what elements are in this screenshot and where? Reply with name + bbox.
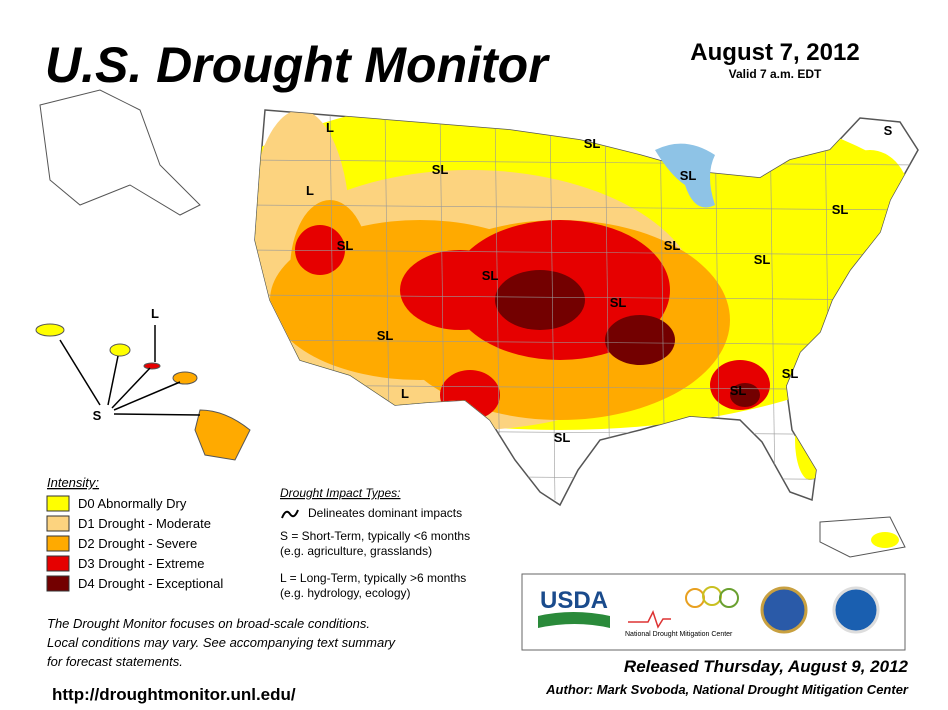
- impact-long: L = Long-Term, typically >6 months: [280, 571, 466, 585]
- legend-swatch: [46, 495, 70, 512]
- ndmc-logo: National Drought Mitigation Center: [625, 631, 733, 638]
- ndmc-trees: [685, 586, 739, 608]
- state-border: [255, 204, 918, 211]
- state-border: [255, 159, 918, 166]
- state-border: [549, 110, 556, 501]
- map-label: S: [884, 123, 893, 138]
- impact-title: Drought Impact Types:: [280, 486, 401, 500]
- date: August 7, 2012: [690, 39, 859, 66]
- author: Author: Mark Svoboda, National Drought M…: [545, 682, 909, 697]
- note-line: for forecast statements.: [47, 654, 183, 669]
- map-label: SL: [337, 238, 354, 253]
- map-label: SL: [482, 268, 499, 283]
- legend-label: D1 Drought - Moderate: [78, 516, 211, 531]
- title: U.S. Drought Monitor: [45, 37, 550, 93]
- note-line: The Drought Monitor focuses on broad-sca…: [47, 616, 370, 631]
- hawaii-island: [35, 323, 65, 337]
- legend-label: D2 Drought - Severe: [78, 536, 197, 551]
- alaska: [39, 89, 201, 216]
- hawaii-pointers: [59, 325, 201, 416]
- map-label: SL: [680, 168, 697, 183]
- map-label: SL: [664, 238, 681, 253]
- drought-area: [605, 315, 675, 365]
- state-border: [769, 110, 776, 501]
- map-label: L: [151, 306, 159, 321]
- url: http://droughtmonitor.unl.edu/: [52, 685, 296, 704]
- map-label: SL: [584, 136, 601, 151]
- usda-swoosh: [538, 612, 610, 628]
- legend-swatch: [46, 515, 70, 532]
- us-map: [35, 89, 919, 558]
- state-border: [604, 110, 611, 501]
- map-label: L: [326, 120, 334, 135]
- drought-area: [400, 250, 520, 330]
- impact-short: S = Short-Term, typically <6 months: [280, 529, 470, 543]
- legend-label: D0 Abnormally Dry: [78, 496, 187, 511]
- drought-areas: [255, 110, 918, 501]
- commerce-seal: [760, 586, 808, 634]
- map-label: SL: [377, 328, 394, 343]
- map-label: SL: [782, 366, 799, 381]
- map-label: S: [93, 408, 102, 423]
- puerto-rico-d0: [871, 532, 899, 548]
- state-border: [255, 294, 918, 301]
- hawaii-island: [109, 343, 131, 357]
- legend: D0 Abnormally Dry D1 Drought - Moderate D2…: [46, 495, 223, 592]
- hawaii-island: [143, 362, 161, 370]
- legend-title: Intensity:: [47, 475, 99, 490]
- legend-swatch: [46, 575, 70, 592]
- legend-swatch: [46, 535, 70, 552]
- hawaii-big-island: [194, 409, 251, 461]
- usda-logo: USDA: [540, 587, 608, 614]
- map-label: L: [401, 386, 409, 401]
- released: Released Thursday, August 9, 2012: [624, 657, 909, 676]
- state-border: [255, 249, 918, 256]
- drought-area: [440, 370, 500, 420]
- map-label: SL: [832, 202, 849, 217]
- hawaii-island: [172, 371, 198, 385]
- drought-area: [295, 225, 345, 275]
- map-label: SL: [610, 295, 627, 310]
- impact-delineates: Delineates dominant impacts: [308, 506, 462, 520]
- impact-line-icon: [281, 509, 299, 519]
- map-label: SL: [554, 430, 571, 445]
- great-lakes: [655, 143, 715, 208]
- map-label: SL: [730, 383, 747, 398]
- impact-long-example: (e.g. hydrology, ecology): [280, 586, 411, 600]
- drought-area: [795, 400, 825, 480]
- state-border: [255, 474, 918, 481]
- legend-swatch: [46, 555, 70, 572]
- note-line: Local conditions may vary. See accompany…: [47, 635, 397, 650]
- map-label: SL: [432, 162, 449, 177]
- noaa-seal: [832, 586, 880, 634]
- valid-time: Valid 7 a.m. EDT: [729, 67, 822, 81]
- impact-short-example: (e.g. agriculture, grasslands): [280, 544, 432, 558]
- legend-label: D3 Drought - Extreme: [78, 556, 204, 571]
- drought-area: [495, 270, 585, 330]
- ndmc-signal: [628, 610, 671, 629]
- map-label: L: [306, 183, 314, 198]
- legend-label: D4 Drought - Exceptional: [78, 576, 223, 591]
- map-label: SL: [754, 252, 771, 267]
